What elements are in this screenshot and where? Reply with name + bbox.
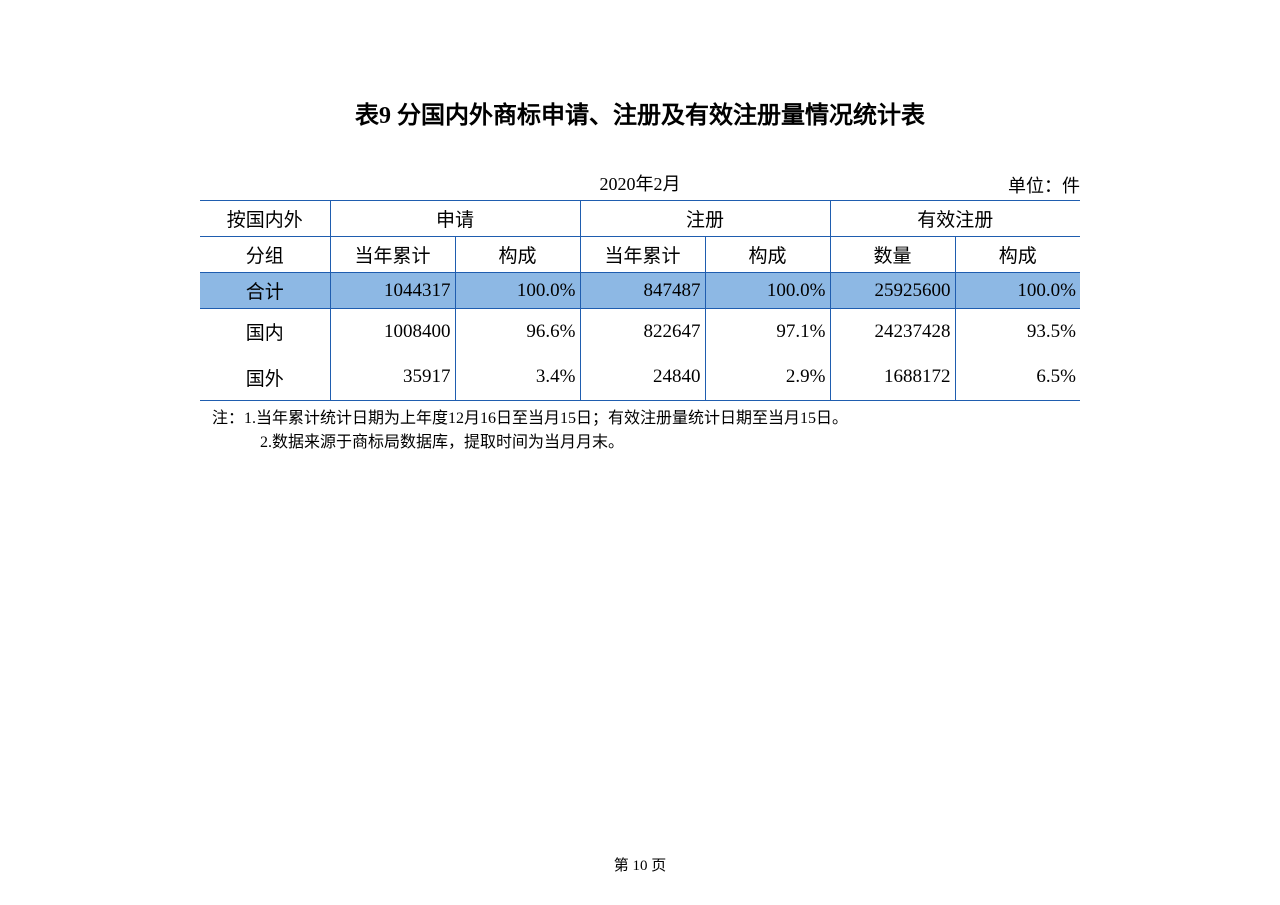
table-row: 国外 35917 3.4% 24840 2.9% 1688172 6.5% xyxy=(200,355,1080,401)
cell-app-ytd: 35917 xyxy=(330,355,455,401)
header-valid: 有效注册 xyxy=(830,201,1080,237)
cell-valid-pct: 100.0% xyxy=(955,273,1080,309)
header-registration: 注册 xyxy=(580,201,830,237)
header-group-bottom: 分组 xyxy=(200,237,330,273)
table-row: 国内 1008400 96.6% 822647 97.1% 24237428 9… xyxy=(200,309,1080,355)
header-application: 申请 xyxy=(330,201,580,237)
cell-valid-pct: 6.5% xyxy=(955,355,1080,401)
cell-label: 国内 xyxy=(200,309,330,355)
header-group-top: 按国内外 xyxy=(200,201,330,237)
cell-reg-pct: 2.9% xyxy=(705,355,830,401)
unit-label: 单位：件 xyxy=(1008,172,1080,198)
cell-reg-pct: 97.1% xyxy=(705,309,830,355)
header-valid-pct: 构成 xyxy=(955,237,1080,273)
footnotes: 注：1.当年累计统计日期为上年度12月16日至当月15日；有效注册量统计日期至当… xyxy=(200,407,1080,455)
cell-app-ytd: 1044317 xyxy=(330,273,455,309)
cell-app-pct: 96.6% xyxy=(455,309,580,355)
header-app-ytd: 当年累计 xyxy=(330,237,455,273)
report-date: 2020年2月 xyxy=(600,170,681,196)
page-title: 表9 分国内外商标申请、注册及有效注册量情况统计表 xyxy=(200,95,1080,130)
cell-valid-pct: 93.5% xyxy=(955,309,1080,355)
cell-reg-ytd: 822647 xyxy=(580,309,705,355)
cell-reg-ytd: 24840 xyxy=(580,355,705,401)
page-number: 第 10 页 xyxy=(614,854,667,875)
cell-valid-qty: 1688172 xyxy=(830,355,955,401)
document-page: 表9 分国内外商标申请、注册及有效注册量情况统计表 2020年2月 单位：件 按… xyxy=(200,0,1080,455)
cell-reg-ytd: 847487 xyxy=(580,273,705,309)
header-app-pct: 构成 xyxy=(455,237,580,273)
header-reg-ytd: 当年累计 xyxy=(580,237,705,273)
cell-app-pct: 100.0% xyxy=(455,273,580,309)
cell-valid-qty: 25925600 xyxy=(830,273,955,309)
cell-valid-qty: 24237428 xyxy=(830,309,955,355)
cell-app-pct: 3.4% xyxy=(455,355,580,401)
cell-app-ytd: 1008400 xyxy=(330,309,455,355)
cell-reg-pct: 100.0% xyxy=(705,273,830,309)
header-valid-qty: 数量 xyxy=(830,237,955,273)
meta-row: 2020年2月 单位：件 xyxy=(200,170,1080,196)
footnote-1: 注：1.当年累计统计日期为上年度12月16日至当月15日；有效注册量统计日期至当… xyxy=(212,407,1080,431)
cell-label: 国外 xyxy=(200,355,330,401)
footnote-2: 2.数据来源于商标局数据库，提取时间为当月月末。 xyxy=(212,431,1080,455)
header-reg-pct: 构成 xyxy=(705,237,830,273)
statistics-table: 按国内外 申请 注册 有效注册 分组 当年累计 构成 当年累计 构成 数量 构成… xyxy=(200,200,1080,401)
table-row-total: 合计 1044317 100.0% 847487 100.0% 25925600… xyxy=(200,273,1080,309)
cell-label: 合计 xyxy=(200,273,330,309)
